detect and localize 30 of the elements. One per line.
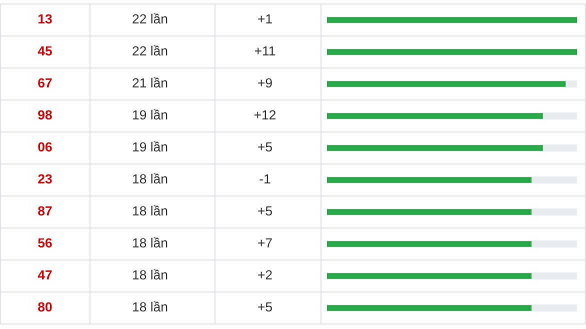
text: +5: [258, 302, 272, 312]
data-label: 18 lần: [133, 301, 168, 312]
text: +5: [258, 142, 272, 152]
data-label: 22 lần: [132, 45, 168, 56]
data-label: 19 lần: [133, 141, 168, 152]
y-tick-label: 80: [38, 302, 52, 312]
text: +5: [258, 206, 272, 216]
text: +11: [254, 46, 276, 56]
text: +12: [254, 110, 276, 120]
y-tick-label: 06: [38, 142, 52, 152]
y-tick-label: 67: [38, 78, 52, 88]
data-label: 18 lần: [133, 173, 168, 184]
y-tick-label: 45: [38, 46, 52, 56]
y-tick-label: 87: [38, 206, 52, 216]
data-label: 18 lần: [133, 205, 168, 216]
data-label: 18 lần: [133, 237, 168, 248]
text: +7: [258, 238, 272, 248]
text: -1: [260, 174, 270, 184]
y-tick-label: 56: [38, 238, 52, 248]
y-tick-label: 13: [38, 14, 52, 24]
data-label: 18 lần: [133, 269, 168, 280]
y-tick-label: 23: [38, 174, 52, 184]
text: +2: [258, 270, 272, 280]
data-label: 19 lần: [133, 109, 168, 120]
text: +9: [258, 78, 272, 88]
data-label: 21 lần: [132, 77, 168, 88]
data-label: 22 lần: [132, 13, 168, 24]
y-tick-label: 47: [38, 270, 52, 280]
y-tick-label: 98: [38, 110, 52, 120]
text: +1: [258, 14, 272, 24]
